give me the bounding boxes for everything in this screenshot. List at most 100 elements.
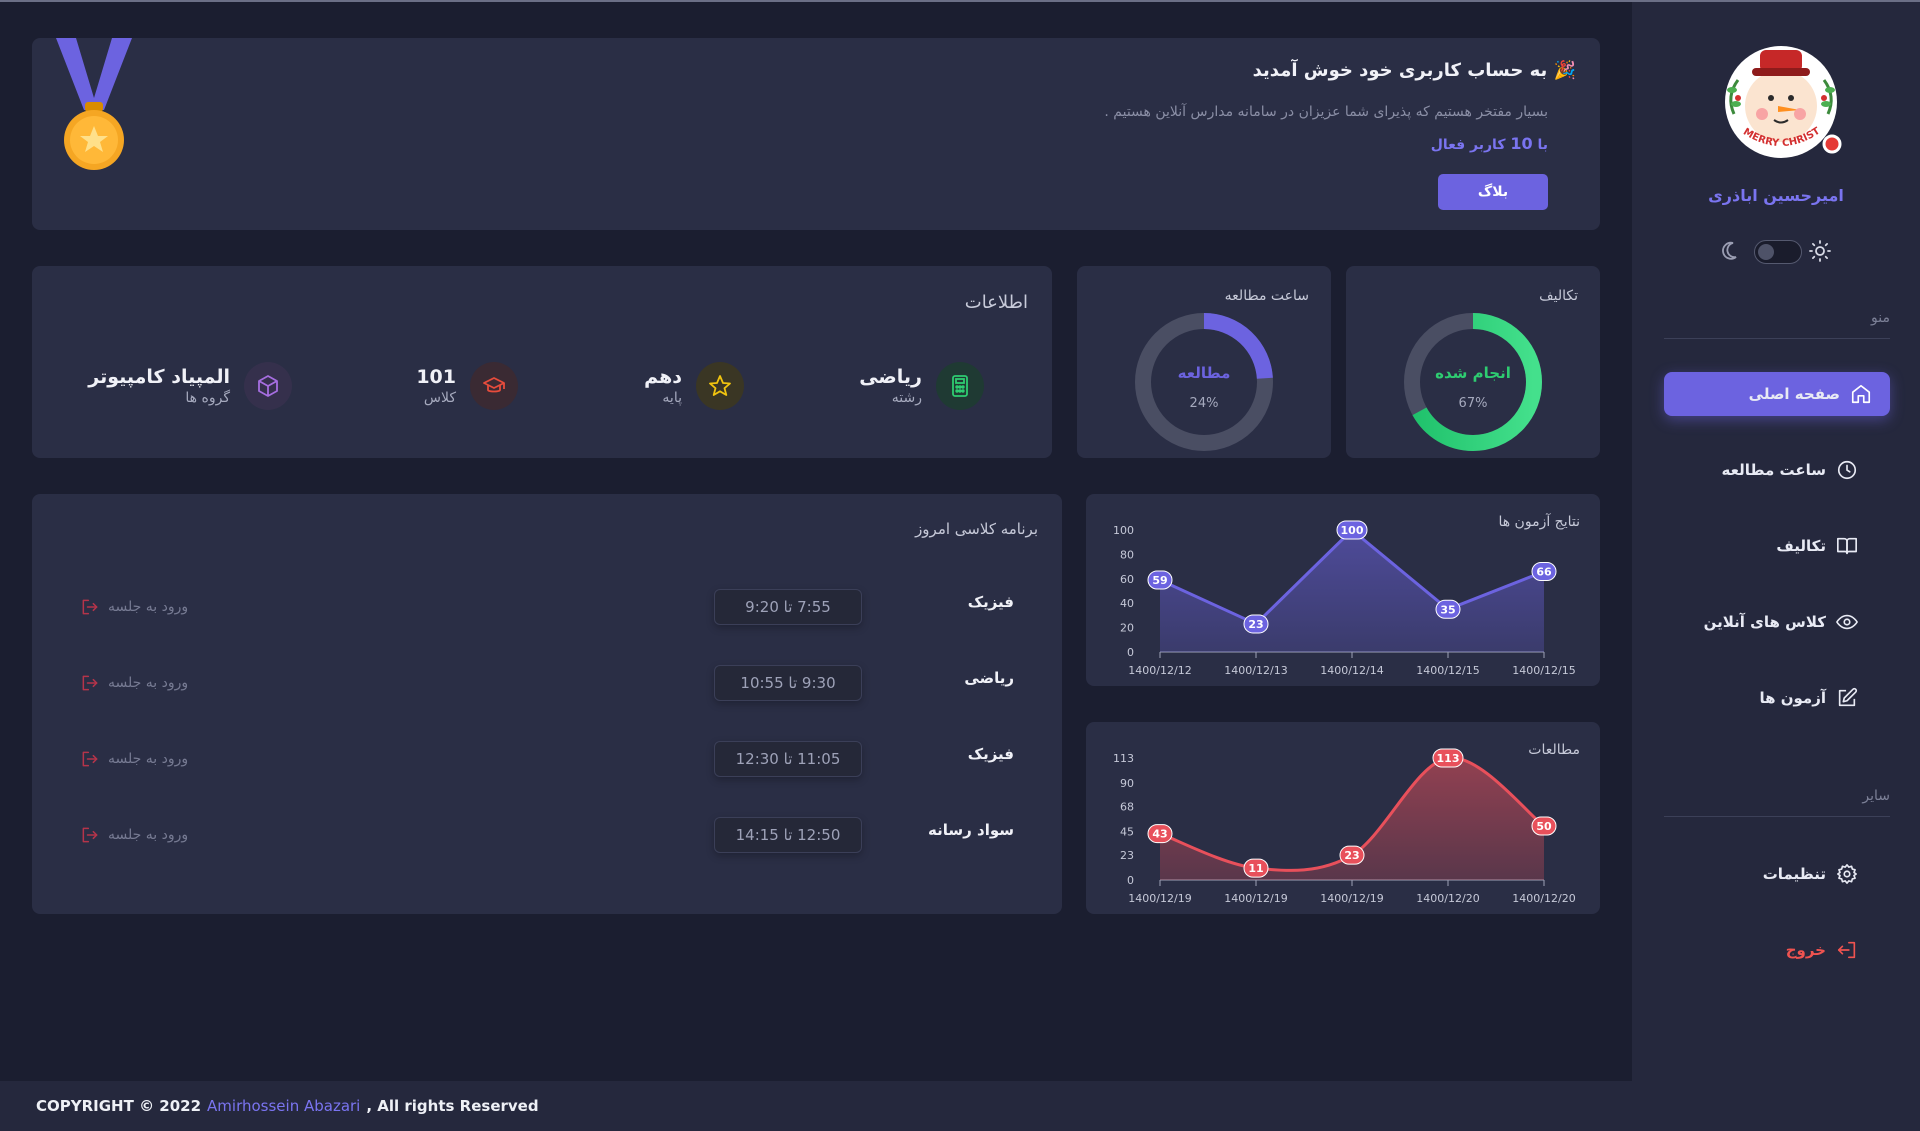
data-point[interactable] [1339, 845, 1365, 865]
schedule-time: 11:05 تا 12:30 [714, 741, 862, 777]
y-tick-label: 80 [1120, 548, 1134, 561]
schedule-subject: فیزیک [967, 745, 1014, 763]
calculator-icon [952, 375, 968, 397]
active-users: با 10 کاربر فعال [1431, 134, 1548, 153]
data-point[interactable] [1243, 614, 1269, 634]
edit-icon [1838, 687, 1858, 707]
active-users-suffix: کاربر فعال [1430, 137, 1506, 153]
info-item-class: 101 کلاس [416, 362, 518, 410]
nav-online-classes[interactable]: کلاس های آنلاین [1664, 600, 1890, 644]
active-users-prefix: با [1537, 137, 1548, 153]
nav-exams-label: آزمون ها [1759, 689, 1826, 707]
data-point[interactable] [1147, 570, 1173, 590]
homework-donut-arc [1404, 313, 1542, 451]
data-point[interactable] [1531, 816, 1557, 836]
y-tick-label: 20 [1120, 622, 1134, 635]
info-item-groups: المپیاد کامپیوتر گروه ها [88, 362, 292, 410]
moon-icon [1722, 241, 1737, 260]
exam-results-chart-card: 0 20 40 60 80 100 1400/12/12 1400/12/13 1400/12/… [1086, 494, 1600, 686]
join-session-label: ورود به جلسه [108, 751, 189, 767]
y-tick-label: 90 [1120, 777, 1134, 790]
schedule-subject: ریاضی [964, 669, 1014, 687]
info-item-grade: دهم پایه [644, 362, 744, 410]
x-tick-label: 1400/12/19 [1128, 892, 1191, 905]
nav-study-hours[interactable]: ساعت مطالعه [1664, 448, 1890, 492]
avatar[interactable]: MERRY CHRISTMAS [1716, 36, 1846, 160]
info-icon-wrap [936, 362, 984, 410]
schedule-row: فیزیک 11:05 تا 12:30 ورود به جلسه [32, 741, 1062, 781]
data-point[interactable] [1435, 599, 1461, 619]
y-tick-label: 100 [1113, 524, 1134, 537]
data-point[interactable] [1336, 520, 1368, 540]
study-center-label: مطالعه [1178, 364, 1231, 382]
info-label: رشته [891, 390, 922, 406]
enter-icon [82, 599, 98, 615]
party-icon: 🎉 [1553, 60, 1576, 81]
info-value: المپیاد کامپیوتر [88, 366, 230, 388]
other-section-label: سایر [1862, 788, 1890, 804]
join-session-link[interactable]: ورود به جلسه [80, 673, 188, 693]
nav-home[interactable]: صفحه اصلی [1664, 372, 1890, 416]
x-tick-label: 1400/12/13 [1224, 664, 1287, 677]
sidebar: MERRY CHRISTMAS امیرحسین اباذری منو صفحه… [1632, 2, 1920, 1081]
x-tick-label: 1400/12/12 [1128, 664, 1191, 677]
nav-settings[interactable]: تنظیمات [1664, 852, 1890, 896]
username: امیرحسین اباذری [1708, 186, 1844, 205]
home-icon [1851, 384, 1871, 404]
data-point[interactable] [1147, 824, 1173, 844]
nav-homework[interactable]: تکالیف [1664, 524, 1890, 568]
join-session-link[interactable]: ورود به جلسه [80, 825, 188, 845]
y-tick-label: 113 [1113, 752, 1134, 765]
join-session-label: ورود به جلسه [108, 675, 189, 691]
studies-chart: 0 23 45 68 90 113 1400/12/19 1400/12/19 1400/12/… [1113, 748, 1576, 905]
schedule-title: برنامه کلاسی امروز [915, 520, 1038, 538]
info-label: کلاس [423, 390, 456, 406]
homework-donut: انجام شده 67% [1404, 313, 1542, 451]
join-session-link[interactable]: ورود به جلسه [80, 597, 188, 617]
data-label: 113 [1437, 752, 1460, 765]
footer-rights: , All rights Reserved [366, 1097, 539, 1115]
homework-title: تکالیف [1539, 288, 1578, 304]
schedule-time: 12:50 تا 14:15 [714, 817, 862, 853]
welcome-title: 🎉 به حساب کاربری خود خوش آمدید [1253, 60, 1576, 81]
nav-exams[interactable]: آزمون ها [1664, 676, 1890, 720]
welcome-card: 🎉 به حساب کاربری خود خوش آمدید بسیار مفت… [32, 38, 1600, 230]
enter-icon [82, 827, 98, 843]
join-session-link[interactable]: ورود به جلسه [80, 749, 188, 769]
theme-toggle-row [1720, 237, 1832, 265]
eye-icon [1836, 614, 1858, 630]
y-tick-label: 40 [1120, 597, 1134, 610]
data-label: 11 [1248, 862, 1263, 875]
homework-percent: 67% [1459, 396, 1488, 411]
menu-divider [1664, 338, 1890, 339]
x-tick-label: 1400/12/19 [1320, 892, 1383, 905]
theme-toggle[interactable] [1754, 240, 1802, 264]
x-tick-label: 1400/12/14 [1320, 664, 1383, 677]
nav-logout-label: خروج [1785, 941, 1826, 959]
x-tick-label: 1400/12/19 [1224, 892, 1287, 905]
data-point[interactable] [1531, 561, 1557, 581]
data-label: 100 [1341, 524, 1364, 537]
schedule-row: ریاضی 9:30 تا 10:55 ورود به جلسه [32, 665, 1062, 705]
studies-chart-card: 0 23 45 68 90 113 1400/12/19 1400/12/19 1400/12/… [1086, 722, 1600, 914]
data-point[interactable] [1243, 858, 1269, 878]
data-label: 59 [1152, 574, 1167, 587]
enter-icon [82, 751, 98, 767]
studies-chart-title: مطالعات [1528, 742, 1580, 758]
data-label: 66 [1536, 565, 1552, 578]
schedule-row: فیزیک 7:55 تا 9:20 ورود به جلسه [32, 589, 1062, 629]
data-point[interactable] [1432, 748, 1464, 768]
star-icon [709, 375, 731, 396]
blog-button[interactable]: بلاگ [1438, 174, 1548, 210]
info-icon-wrap [696, 362, 744, 410]
y-tick-label: 0 [1127, 646, 1134, 659]
study-donut: مطالعه 24% [1135, 313, 1273, 451]
study-percent: 24% [1190, 396, 1219, 411]
top-border [0, 0, 1920, 2]
footer-author-link[interactable]: Amirhossein Abazari [207, 1097, 361, 1115]
info-icon-wrap [244, 362, 292, 410]
nav-logout[interactable]: خروج [1664, 928, 1890, 972]
cube-icon [258, 375, 278, 397]
graduation-cap-icon [483, 377, 505, 393]
welcome-title-text: به حساب کاربری خود خوش آمدید [1252, 60, 1548, 81]
